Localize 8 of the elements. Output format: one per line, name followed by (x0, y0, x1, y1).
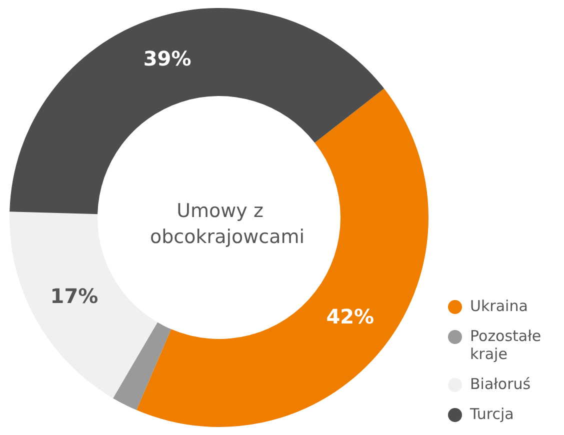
data-label: 42% (326, 304, 374, 329)
legend-label: Turcja (470, 405, 514, 423)
text: Umowy z obcokrajowcami (150, 199, 305, 250)
data-label: 17% (50, 284, 98, 308)
legend-label: Białoruś (470, 375, 531, 393)
legend-label: Ukraina (470, 297, 528, 315)
data-label: 39% (143, 46, 192, 70)
legend-label: Pozostałe kraje (470, 327, 542, 363)
